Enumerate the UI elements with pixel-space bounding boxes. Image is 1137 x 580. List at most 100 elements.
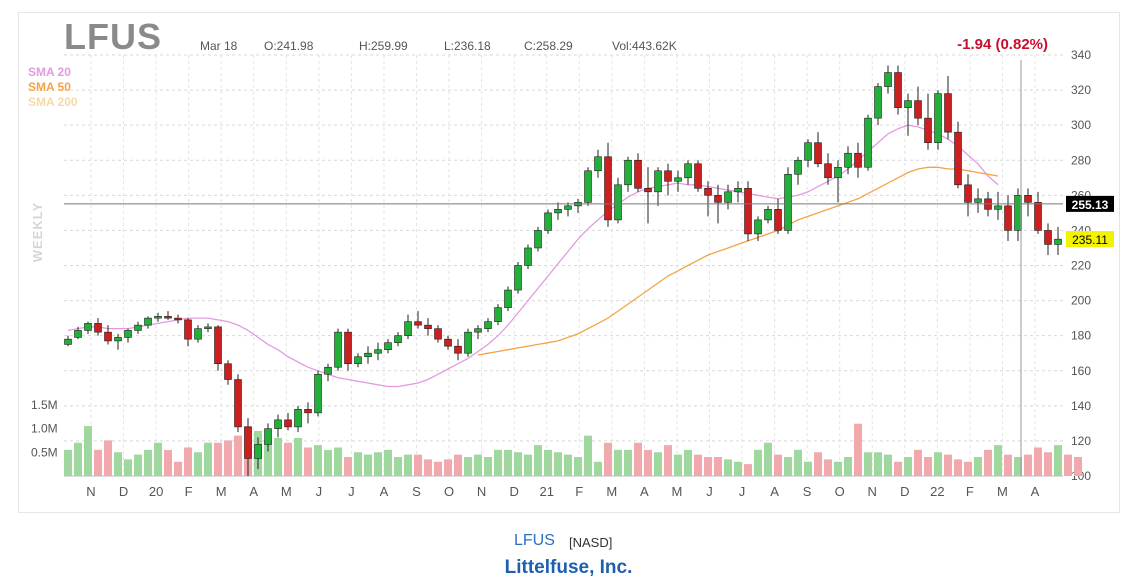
volume-bar bbox=[984, 449, 992, 476]
candle-body bbox=[234, 379, 242, 428]
volume-bar bbox=[924, 457, 932, 476]
volume-bar bbox=[914, 449, 922, 476]
x-tick-label: S bbox=[803, 484, 812, 499]
candle-body bbox=[1054, 238, 1062, 245]
volume-bar bbox=[694, 454, 702, 476]
candle-body bbox=[244, 426, 252, 459]
candle-body bbox=[1044, 230, 1052, 245]
candle-body bbox=[584, 170, 592, 203]
candle-body bbox=[454, 345, 462, 354]
candle-body bbox=[414, 321, 422, 326]
candle-body bbox=[814, 142, 822, 165]
volume-bar bbox=[794, 449, 802, 476]
volume-bar bbox=[644, 449, 652, 476]
candle-body bbox=[654, 170, 662, 193]
candle-body bbox=[394, 335, 402, 343]
volume-bar bbox=[724, 459, 732, 476]
candle-body bbox=[904, 100, 912, 108]
volume-bar bbox=[114, 452, 122, 476]
y-tick-label: 160 bbox=[1071, 364, 1091, 378]
volume-bar bbox=[424, 459, 432, 476]
candle-body bbox=[484, 321, 492, 329]
candle-body bbox=[694, 163, 702, 189]
candle-body bbox=[944, 93, 952, 133]
x-tick-label: O bbox=[835, 484, 845, 499]
volume-bar bbox=[714, 457, 722, 476]
volume-bar bbox=[974, 457, 982, 476]
volume-bar bbox=[314, 445, 322, 476]
volume-bar bbox=[634, 442, 642, 476]
volume-bar bbox=[964, 461, 972, 476]
volume-bar bbox=[204, 442, 212, 476]
candle-body bbox=[154, 316, 162, 319]
candle-body bbox=[94, 323, 102, 333]
candle-body bbox=[794, 159, 802, 175]
x-tick-label: O bbox=[444, 484, 454, 499]
candle-body bbox=[84, 323, 92, 331]
volume-bar bbox=[994, 445, 1002, 476]
candle-body bbox=[964, 184, 972, 203]
volume-bar bbox=[384, 449, 392, 476]
candle-body bbox=[704, 188, 712, 196]
last-price-label: 235.11 bbox=[1072, 233, 1108, 247]
x-tick-label: A bbox=[1031, 484, 1040, 499]
candle-body bbox=[804, 142, 812, 161]
volume-bar bbox=[354, 452, 362, 476]
footer-symbol-link[interactable]: LFUS bbox=[514, 532, 555, 549]
company-name-link[interactable]: Littelfuse, Inc. bbox=[504, 557, 633, 578]
x-tick-label: A bbox=[380, 484, 389, 499]
volume-bar bbox=[944, 454, 952, 476]
volume-bar bbox=[1064, 454, 1072, 476]
x-tick-label: D bbox=[119, 484, 128, 499]
volume-bar bbox=[874, 452, 882, 476]
candle-body bbox=[374, 349, 382, 354]
volume-bar bbox=[124, 459, 132, 476]
volume-bar bbox=[334, 447, 342, 476]
candle-body bbox=[634, 159, 642, 189]
x-tick-label: F bbox=[966, 484, 974, 499]
candle-body bbox=[474, 328, 482, 333]
volume-bar bbox=[884, 454, 892, 476]
candle-body bbox=[174, 317, 182, 321]
candle-body bbox=[344, 331, 352, 365]
volume-bar bbox=[164, 449, 172, 476]
candle-body bbox=[684, 163, 692, 179]
volume-bar bbox=[284, 442, 292, 476]
volume-bar bbox=[224, 440, 232, 476]
candle-body bbox=[524, 247, 532, 266]
candle-body bbox=[954, 131, 962, 186]
candle-body bbox=[754, 219, 762, 235]
price-chart[interactable]: 100120140160180200220240260280300320340N… bbox=[0, 0, 1137, 520]
volume-bar bbox=[764, 442, 772, 476]
volume-bar bbox=[544, 449, 552, 476]
volume-bar bbox=[784, 457, 792, 476]
volume-bar bbox=[564, 454, 572, 476]
sma20-line bbox=[67, 124, 999, 388]
volume-bar bbox=[344, 457, 352, 476]
candle-body bbox=[444, 338, 452, 347]
y-tick-label: 120 bbox=[1071, 434, 1091, 448]
volume-bar bbox=[554, 452, 562, 476]
candle-body bbox=[104, 331, 112, 342]
volume-bar bbox=[684, 449, 692, 476]
volume-bar bbox=[704, 457, 712, 476]
candle-body bbox=[204, 326, 212, 329]
x-tick-label: S bbox=[412, 484, 421, 499]
volume-bar bbox=[604, 442, 612, 476]
volume-bar bbox=[824, 459, 832, 476]
candle-body bbox=[714, 195, 722, 203]
volume-bar bbox=[1074, 457, 1082, 476]
sma50-line bbox=[477, 166, 999, 356]
candle-body bbox=[564, 205, 572, 210]
candle-body bbox=[264, 428, 272, 445]
candle-body bbox=[284, 419, 292, 428]
volume-bar bbox=[674, 454, 682, 476]
candle-body bbox=[334, 331, 342, 368]
volume-bar bbox=[454, 454, 462, 476]
volume-bar bbox=[864, 452, 872, 476]
candle-body bbox=[1034, 202, 1042, 231]
x-tick-label: 21 bbox=[539, 484, 553, 499]
volume-bar bbox=[364, 454, 372, 476]
candle-body bbox=[884, 72, 892, 87]
volume-bar bbox=[434, 461, 442, 476]
